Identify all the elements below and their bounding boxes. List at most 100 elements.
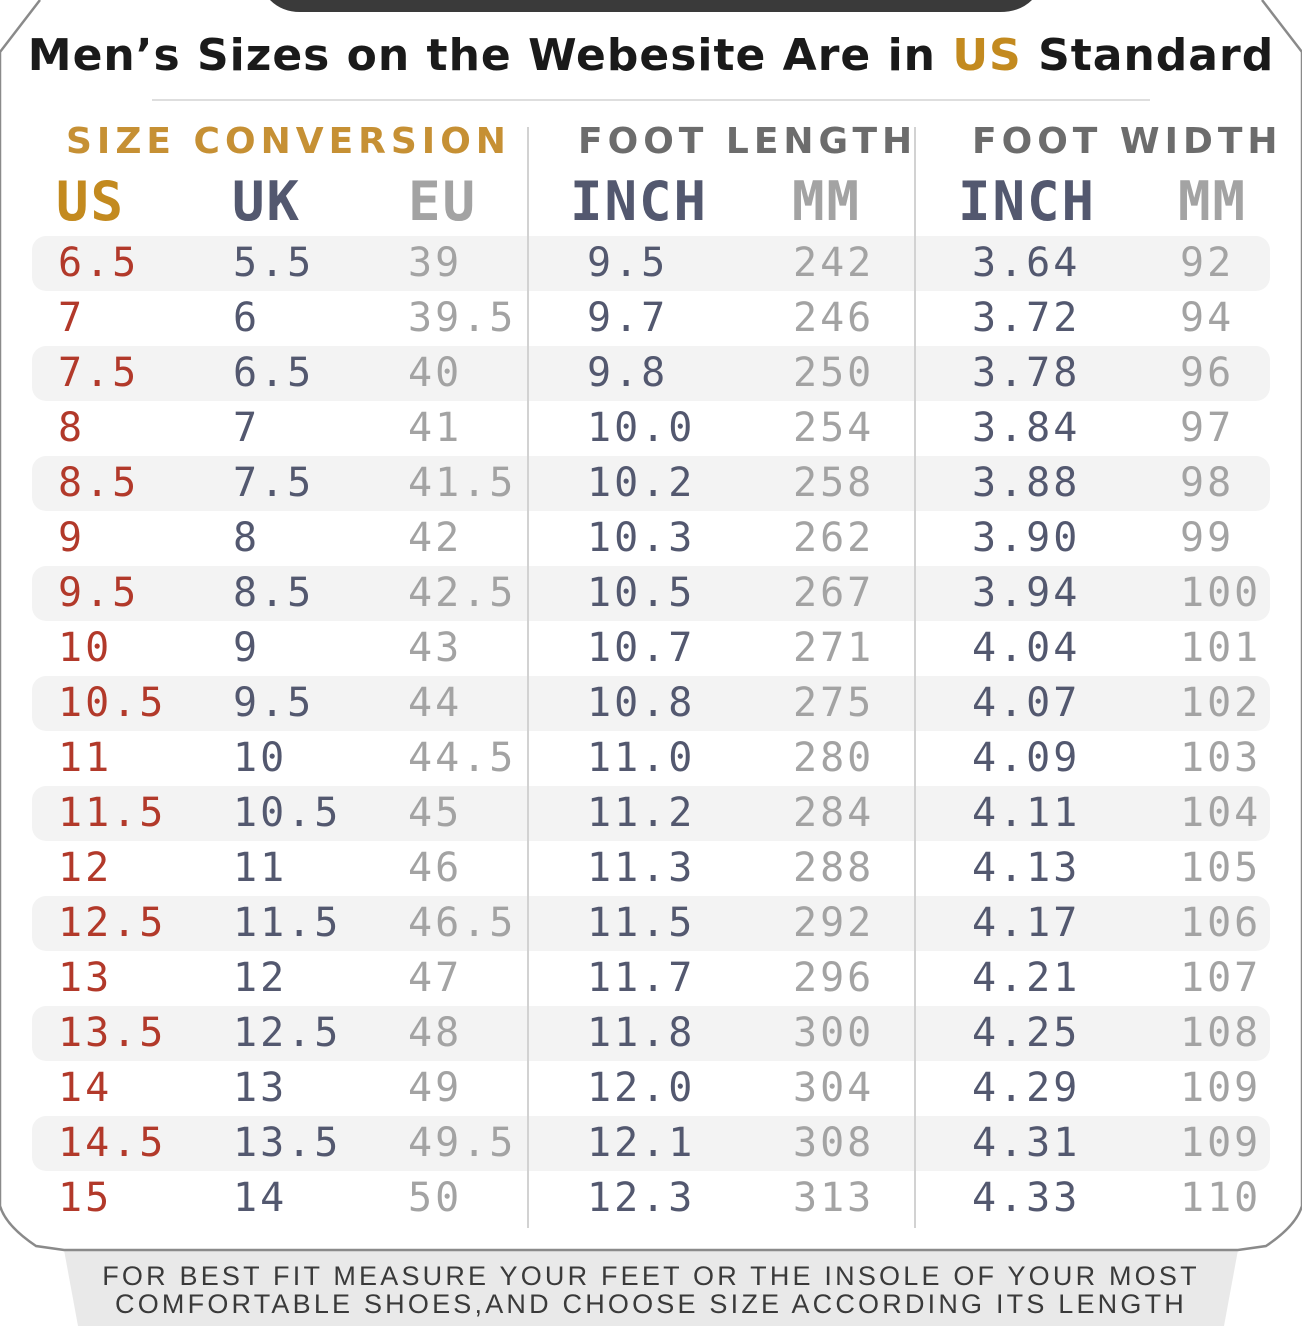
cell-eu: 39.5 — [408, 295, 517, 341]
cell-length-mm: 292 — [793, 900, 875, 946]
table-row: 10.5 9.5 44 10.8 275 4.07 102 — [32, 676, 1270, 731]
cell-length-mm: 275 — [793, 680, 875, 726]
cell-uk: 5.5 — [233, 240, 315, 286]
table-row: 15 14 50 12.3 313 4.33 110 — [32, 1171, 1270, 1226]
cell-length-mm: 262 — [793, 515, 875, 561]
cell-us: 9 — [58, 515, 86, 561]
cell-eu: 40 — [408, 350, 463, 396]
cell-width-inch: 3.84 — [972, 405, 1081, 451]
cell-eu: 49 — [408, 1065, 463, 1111]
table-row: 14 13 49 12.0 304 4.29 109 — [32, 1061, 1270, 1116]
table-row: 11.5 10.5 45 11.2 284 4.11 104 — [32, 786, 1270, 841]
table-row: 13 12 47 11.7 296 4.21 107 — [32, 951, 1270, 1006]
cell-eu: 41.5 — [408, 460, 517, 506]
column-header-eu: EU — [408, 170, 478, 233]
cell-us: 14.5 — [58, 1120, 167, 1166]
cell-us: 8 — [58, 405, 86, 451]
column-header-uk: UK — [232, 170, 302, 233]
cell-eu: 43 — [408, 625, 463, 671]
cell-length-mm: 267 — [793, 570, 875, 616]
column-header-width-inch: INCH — [958, 170, 1097, 233]
table-row: 14.5 13.5 49.5 12.1 308 4.31 109 — [32, 1116, 1270, 1171]
column-divider-length — [527, 127, 529, 1228]
cell-length-inch: 9.7 — [587, 295, 669, 341]
cell-width-mm: 108 — [1180, 1010, 1262, 1056]
cell-uk: 7.5 — [233, 460, 315, 506]
cell-length-mm: 300 — [793, 1010, 875, 1056]
table-row: 7 6 39.5 9.7 246 3.72 94 — [32, 291, 1270, 346]
cell-width-inch: 4.11 — [972, 790, 1081, 836]
cell-width-inch: 4.21 — [972, 955, 1081, 1001]
cell-uk: 8.5 — [233, 570, 315, 616]
cell-length-mm: 296 — [793, 955, 875, 1001]
cell-width-inch: 4.29 — [972, 1065, 1081, 1111]
cell-us: 12 — [58, 845, 113, 891]
cell-uk: 9.5 — [233, 680, 315, 726]
cell-width-mm: 100 — [1180, 570, 1262, 616]
cell-length-inch: 11.0 — [587, 735, 696, 781]
cell-length-mm: 242 — [793, 240, 875, 286]
cell-uk: 11.5 — [233, 900, 342, 946]
cell-length-inch: 10.0 — [587, 405, 696, 451]
title-highlight: US — [952, 30, 1022, 81]
footer-note: FOR BEST FIT MEASURE YOUR FEET OR THE IN… — [0, 1262, 1302, 1318]
cell-length-mm: 304 — [793, 1065, 875, 1111]
cell-length-inch: 11.3 — [587, 845, 696, 891]
cell-eu: 44.5 — [408, 735, 517, 781]
cell-us: 8.5 — [58, 460, 140, 506]
cell-uk: 7 — [233, 405, 261, 451]
cell-length-mm: 258 — [793, 460, 875, 506]
cell-us: 9.5 — [58, 570, 140, 616]
column-header-length-mm: MM — [792, 170, 862, 233]
cell-us: 10 — [58, 625, 113, 671]
cell-width-mm: 110 — [1180, 1175, 1262, 1221]
column-header-length-inch: INCH — [570, 170, 709, 233]
section-foot-length: FOOT LENGTH — [578, 121, 918, 162]
cell-eu: 48 — [408, 1010, 463, 1056]
cell-length-inch: 12.1 — [587, 1120, 696, 1166]
table-row: 7.5 6.5 40 9.8 250 3.78 96 — [32, 346, 1270, 401]
cell-uk: 11 — [233, 845, 288, 891]
footer-line-2: COMFORTABLE SHOES,AND CHOOSE SIZE ACCORD… — [115, 1289, 1187, 1319]
cell-length-mm: 308 — [793, 1120, 875, 1166]
cell-eu: 42 — [408, 515, 463, 561]
cell-uk: 8 — [233, 515, 261, 561]
cell-uk: 10.5 — [233, 790, 342, 836]
cell-width-inch: 4.13 — [972, 845, 1081, 891]
column-header-width-mm: MM — [1178, 170, 1248, 233]
cell-length-inch: 10.7 — [587, 625, 696, 671]
table-row: 11 10 44.5 11.0 280 4.09 103 — [32, 731, 1270, 786]
cell-eu: 42.5 — [408, 570, 517, 616]
cell-length-mm: 280 — [793, 735, 875, 781]
title-divider — [152, 99, 1150, 101]
table-row: 9 8 42 10.3 262 3.90 99 — [32, 511, 1270, 566]
column-header-us: US — [56, 170, 126, 233]
frame-outline — [0, 0, 1302, 1252]
cell-width-inch: 4.31 — [972, 1120, 1081, 1166]
cell-uk: 12.5 — [233, 1010, 342, 1056]
cell-width-inch: 4.33 — [972, 1175, 1081, 1221]
cell-length-inch: 10.3 — [587, 515, 696, 561]
cell-eu: 44 — [408, 680, 463, 726]
section-foot-width: FOOT WIDTH — [972, 121, 1283, 162]
table-row: 6.5 5.5 39 9.5 242 3.64 92 — [32, 236, 1270, 291]
cell-us: 10.5 — [58, 680, 167, 726]
cell-uk: 6 — [233, 295, 261, 341]
cell-us: 14 — [58, 1065, 113, 1111]
cell-width-mm: 101 — [1180, 625, 1262, 671]
cell-uk: 12 — [233, 955, 288, 1001]
cell-length-mm: 254 — [793, 405, 875, 451]
cell-length-mm: 271 — [793, 625, 875, 671]
top-tab — [270, 0, 1032, 12]
cell-width-inch: 3.90 — [972, 515, 1081, 561]
cell-length-inch: 9.5 — [587, 240, 669, 286]
table-row: 9.5 8.5 42.5 10.5 267 3.94 100 — [32, 566, 1270, 621]
cell-length-mm: 313 — [793, 1175, 875, 1221]
cell-uk: 6.5 — [233, 350, 315, 396]
table-row: 12.5 11.5 46.5 11.5 292 4.17 106 — [32, 896, 1270, 951]
table-row: 10 9 43 10.7 271 4.04 101 — [32, 621, 1270, 676]
cell-us: 7.5 — [58, 350, 140, 396]
cell-length-inch: 11.7 — [587, 955, 696, 1001]
cell-us: 7 — [58, 295, 86, 341]
